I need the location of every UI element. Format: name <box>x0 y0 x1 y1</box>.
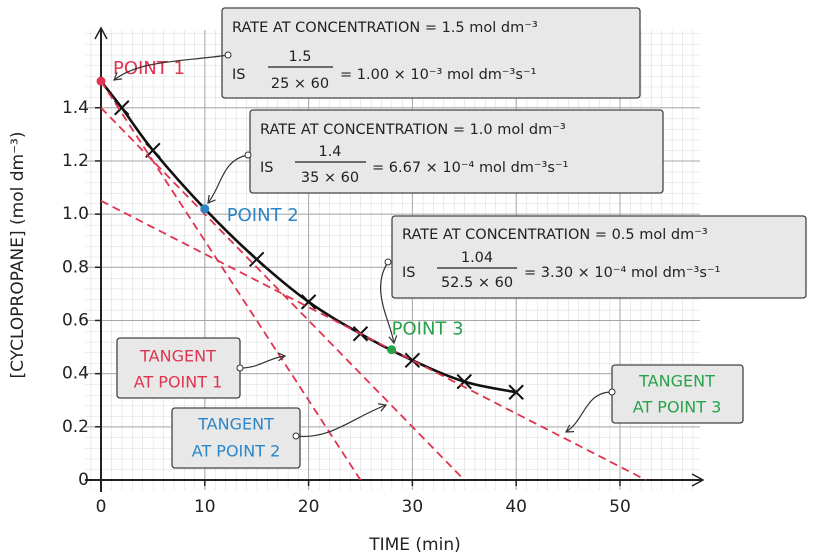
tangent-text: AT POINT 2 <box>192 442 281 461</box>
tangent-line <box>100 80 362 481</box>
callout-prefix: IS <box>402 265 415 281</box>
callout-result: = 6.67 × 10⁻⁴ mol dm⁻³s⁻¹ <box>372 160 569 176</box>
plot-layer: 0 0.2 0.4 0.6 0.8 1.0 1.2 1.4 0 10 20 30 40 50 POINT 1… <box>62 58 647 517</box>
callout-numerator: 1.04 <box>461 250 493 266</box>
leader-arrow <box>113 54 229 81</box>
leader-arrow <box>239 352 287 369</box>
leader-dot <box>608 388 616 396</box>
leader-dot <box>244 151 252 159</box>
tangent-line <box>100 107 465 481</box>
cross-marker <box>508 384 524 400</box>
callout-heading: RATE AT CONCENTRATION = 1.5 mol dm⁻³ <box>232 20 538 36</box>
callout-box <box>249 109 664 194</box>
callout: RATE AT CONCENTRATION = 0.5 mol dm⁻³ IS … <box>391 215 807 299</box>
tangent-text: AT POINT 1 <box>134 373 223 392</box>
x-tick-label: 10 <box>194 497 216 517</box>
y-axis-title: [CYCLOPROPANE] (mol dm⁻³) <box>8 132 28 379</box>
callout-prefix: IS <box>260 160 273 176</box>
callout-denominator: 25 × 60 <box>271 76 329 92</box>
callout-result: = 1.00 × 10⁻³ mol dm⁻³s⁻¹ <box>340 67 537 83</box>
data-point <box>114 100 130 116</box>
x-axis-title: TIME (min) <box>368 535 461 555</box>
tangent-label: TANGENT AT POINT 2 <box>171 407 301 469</box>
callout-numerator: 1.4 <box>318 144 341 160</box>
leader-dot <box>384 258 392 266</box>
tangent-box <box>171 407 301 469</box>
x-tick-label: 40 <box>505 497 527 517</box>
y-tick-label: 1.2 <box>62 151 89 171</box>
cross-marker <box>300 294 317 310</box>
x-tick-label: 50 <box>609 497 631 517</box>
y-tick-label: 0.4 <box>62 364 89 384</box>
curve <box>99 80 517 394</box>
highlight-point <box>387 345 397 355</box>
callout-denominator: 52.5 × 60 <box>441 275 513 291</box>
data-point <box>456 373 472 390</box>
leader-arrow <box>380 261 398 345</box>
y-tick-label: 1.4 <box>62 98 89 118</box>
callout: RATE AT CONCENTRATION = 1.5 mol dm⁻³ IS … <box>221 7 641 99</box>
y-tick-label: 0.2 <box>62 417 89 437</box>
x-tick-label: 0 <box>96 497 107 517</box>
leader-dot <box>224 51 232 59</box>
tangent-text: TANGENT <box>197 415 274 434</box>
cross-marker <box>456 373 472 390</box>
callout-heading: RATE AT CONCENTRATION = 0.5 mol dm⁻³ <box>402 227 708 243</box>
y-tick-label: 0.6 <box>62 310 89 330</box>
cross-marker <box>114 100 130 116</box>
tangent-text: AT POINT 3 <box>633 398 722 417</box>
data-point <box>508 384 524 400</box>
tangent-line <box>100 200 647 481</box>
callout-box <box>221 7 641 99</box>
leader-arrow <box>207 154 249 204</box>
data-point <box>300 294 317 310</box>
highlight-point <box>200 204 210 214</box>
leader-dot <box>292 432 300 440</box>
data-point <box>248 251 265 268</box>
tangent-label: TANGENT AT POINT 3 <box>611 364 744 424</box>
callout-numerator: 1.5 <box>288 49 311 65</box>
leader-arrow <box>564 391 613 433</box>
x-tick-label: 30 <box>402 497 424 517</box>
tangent-text: TANGENT <box>139 347 216 366</box>
data-point <box>404 352 421 369</box>
callout-heading: RATE AT CONCENTRATION = 1.0 mol dm⁻³ <box>260 122 566 138</box>
y-tick-label: 0.8 <box>62 257 89 277</box>
x-tick-label: 20 <box>298 497 320 517</box>
point-label: POINT 3 <box>392 319 464 340</box>
tangent-text: TANGENT <box>638 372 715 391</box>
callout-result: = 3.30 × 10⁻⁴ mol dm⁻³s⁻¹ <box>524 265 721 281</box>
highlight-point <box>96 76 106 86</box>
point-label: POINT 1 <box>113 58 185 79</box>
cross-marker <box>248 251 265 268</box>
callout: RATE AT CONCENTRATION = 1.0 mol dm⁻³ IS … <box>249 109 664 194</box>
point-label: POINT 2 <box>227 205 299 226</box>
callout-prefix: IS <box>232 67 245 83</box>
leaders <box>113 51 616 440</box>
tangent-label: TANGENT AT POINT 1 <box>116 337 241 399</box>
y-tick-label: 0 <box>78 470 89 490</box>
callout-box <box>391 215 807 299</box>
callout-denominator: 35 × 60 <box>301 170 359 186</box>
y-tick-label: 1.0 <box>62 204 89 224</box>
cross-marker <box>404 352 421 369</box>
leader-arrow <box>295 403 388 438</box>
leader-dot <box>236 364 244 372</box>
